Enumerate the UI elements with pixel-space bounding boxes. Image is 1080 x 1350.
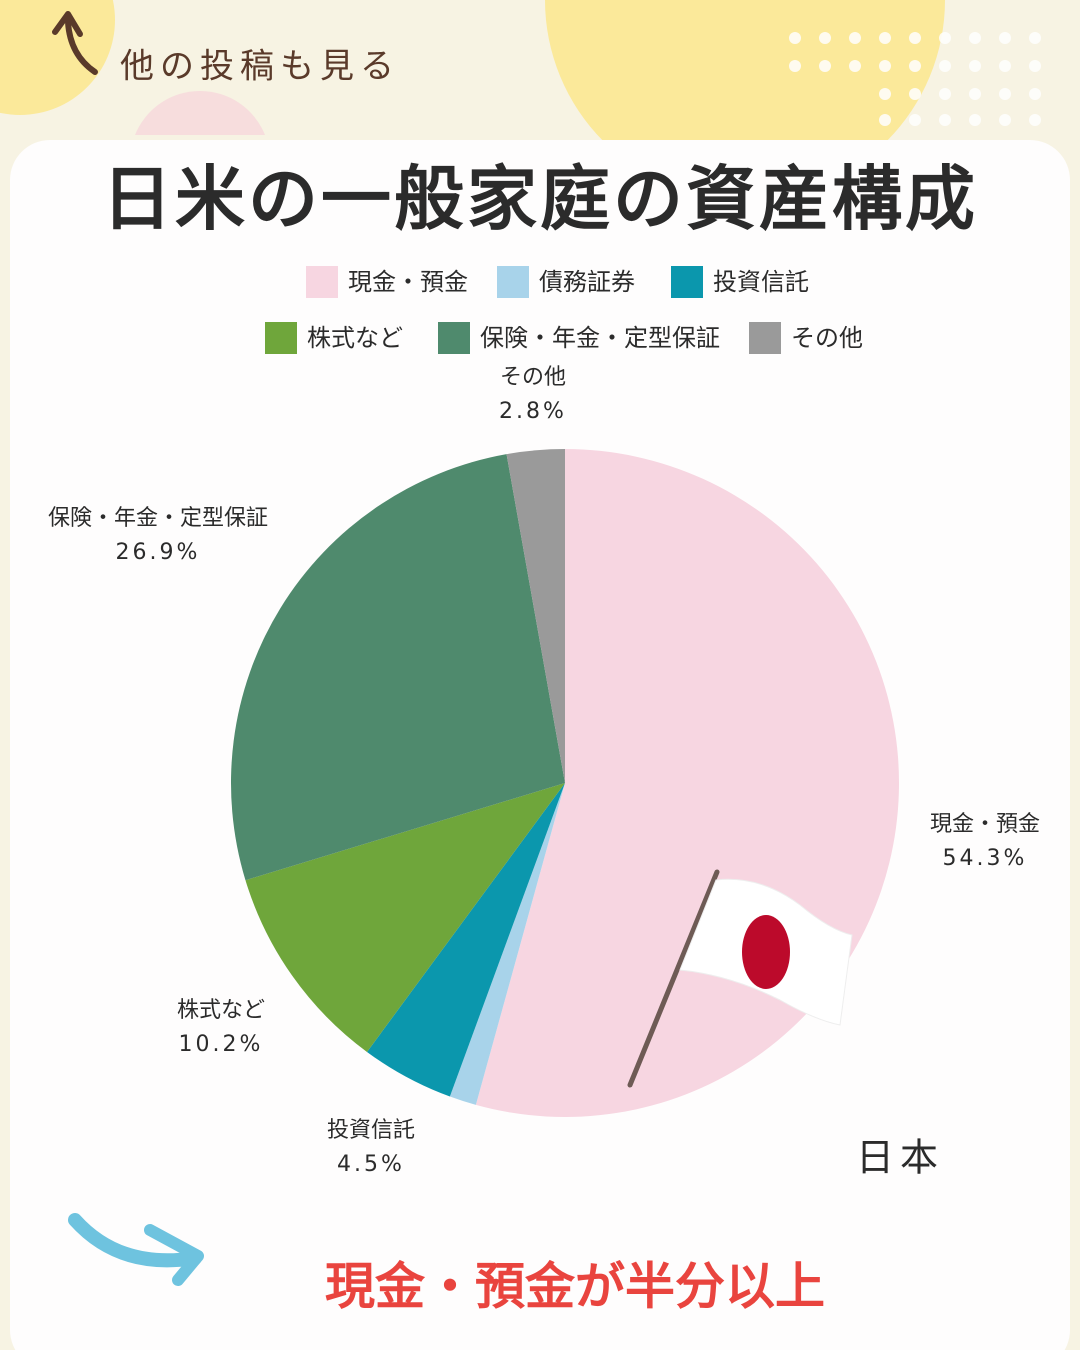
legend-label: 現金・預金	[348, 268, 468, 296]
slice-value-label: 4.5%	[337, 1152, 405, 1177]
legend-label: 株式など	[307, 324, 403, 352]
decor-half-circle	[135, 90, 265, 135]
pie-slice	[366, 783, 565, 1097]
slice-category-label: 保険・年金・定型保証	[48, 506, 268, 531]
slice-value-label: 10.2%	[179, 1032, 264, 1057]
legend-label: その他	[791, 324, 863, 352]
legend-swatch	[438, 322, 470, 354]
decor-arrow-head	[144, 1224, 204, 1286]
legend-label: 保険・年金・定型保証	[480, 324, 720, 352]
pie-slice	[506, 449, 565, 783]
decor-arrow	[68, 1213, 202, 1268]
slice-value-label: 26.9%	[116, 540, 201, 565]
back-arrow[interactable]	[65, 19, 98, 75]
slice-category-label: 現金・預金	[930, 812, 1040, 837]
slice-category-label: 投資信託	[327, 1118, 415, 1143]
country-label: 日本	[856, 1136, 944, 1180]
legend-swatch	[265, 322, 297, 354]
decor-dots	[789, 32, 1041, 126]
more-posts-link[interactable]: 他の投稿も見る	[120, 47, 400, 87]
slice-labels: 現金・預金 54.3% 投資信託 4.5% 株式など 10.2% 保険・年金・定型保証 26.…	[48, 365, 1040, 1177]
pie-slice	[449, 783, 565, 1105]
slice-value-label: 54.3%	[943, 846, 1028, 871]
decor-circle	[0, 0, 115, 115]
conclusion: 現金・預金が半分以上	[325, 1258, 825, 1316]
legend-label: 債務証券	[539, 268, 635, 296]
pie-slice	[245, 783, 565, 1052]
chart-title: 日米の一般家庭の資産構成	[102, 158, 978, 240]
pie-slice	[231, 454, 565, 881]
pie	[231, 449, 899, 1117]
legend-swatch	[671, 266, 703, 298]
slice-value-label: 2.8%	[499, 399, 567, 424]
japan-flag	[627, 869, 853, 1088]
legend-swatch	[749, 322, 781, 354]
legend-swatch	[497, 266, 529, 298]
slice-category-label: 株式など	[177, 998, 265, 1023]
legend-swatch	[306, 266, 338, 298]
legend-label: 投資信託	[713, 268, 809, 296]
slice-category-label: その他	[500, 365, 566, 390]
back-arrow-head	[52, 11, 83, 37]
